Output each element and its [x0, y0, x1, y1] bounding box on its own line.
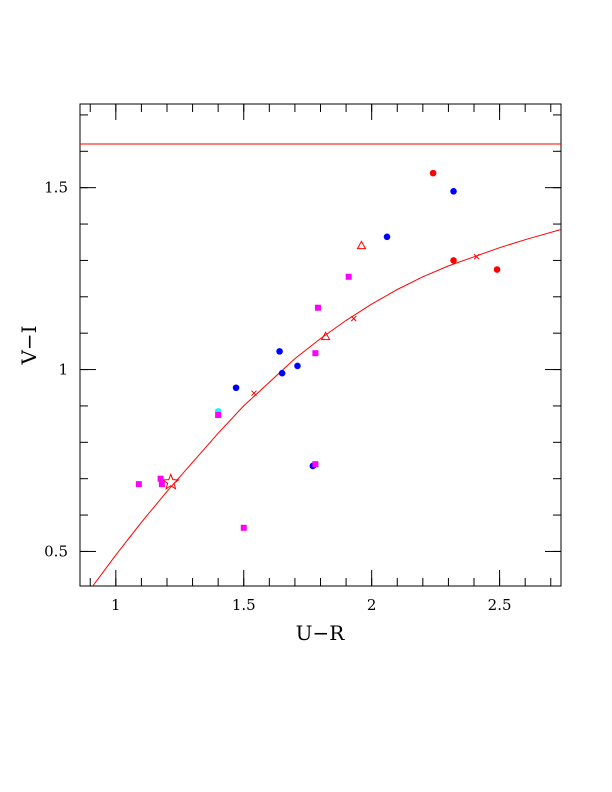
data-point-square: [240, 524, 247, 531]
y-tick-label: 1: [58, 361, 68, 379]
data-point-circle: [429, 169, 437, 177]
data-point-square: [312, 350, 319, 357]
data-point-circle: [383, 233, 391, 241]
data-point-triangle: [320, 331, 331, 341]
plot-frame: [79, 103, 562, 587]
y-axis-label: V−I: [17, 325, 41, 365]
y-tick-label: 1.5: [44, 179, 68, 197]
data-point-circle: [276, 348, 283, 355]
data-point-circle: [450, 257, 457, 264]
data-point-triangle: [356, 240, 367, 250]
data-point-circle: [232, 384, 240, 392]
x-axis-label: U−R: [296, 621, 346, 645]
plot-content: [80, 143, 561, 586]
x-tick-label: 1: [111, 596, 121, 614]
data-point-circle: [278, 369, 286, 377]
model-curve: [92, 229, 561, 586]
curve-cross-marker: [350, 315, 357, 322]
tick-labels: 1 1.5 2 2.5 0.5 1 1.5: [44, 179, 511, 614]
x-tick-label: 2.5: [488, 596, 512, 614]
curve-cross-marker: [473, 253, 480, 260]
curve-cross-marker: [251, 390, 257, 397]
y-tick-label: 0.5: [44, 542, 68, 560]
data-point-square: [314, 304, 321, 311]
data-point-square: [157, 475, 164, 482]
x-tick-label: 1.5: [232, 596, 256, 614]
data-point-circle: [493, 266, 501, 273]
data-point-star: [161, 472, 180, 490]
axis-ticks: [80, 104, 561, 586]
data-point-square: [215, 412, 222, 419]
data-point-circle: [294, 362, 301, 370]
x-tick-label: 2: [367, 596, 377, 614]
data-point-square: [158, 481, 165, 488]
data-point-square: [345, 273, 352, 280]
data-point-square: [312, 461, 319, 468]
data-point-circle: [450, 188, 457, 195]
data-point-square: [135, 481, 142, 488]
